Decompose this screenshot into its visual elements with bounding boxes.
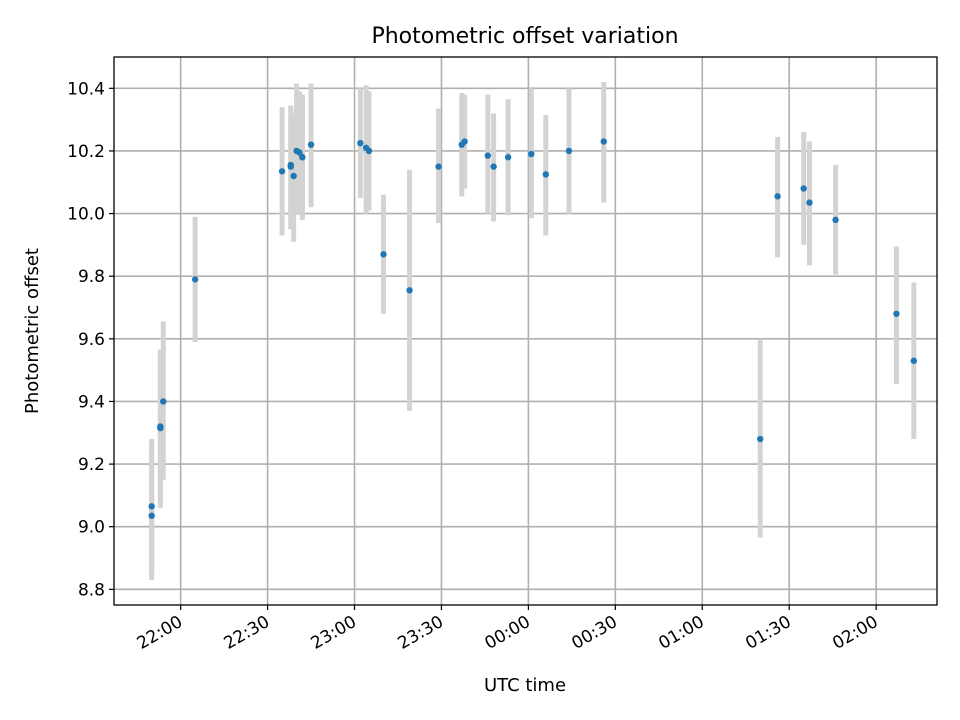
x-axis-label: UTC time [484,675,566,696]
y-tick-label: 9.0 [78,518,105,538]
y-tick-label: 9.2 [78,455,105,475]
data-points [148,138,918,519]
data-point [528,150,535,158]
data-point [157,423,164,430]
data-point [296,149,303,156]
data-point [299,154,306,161]
data-point [435,163,442,170]
data-point [757,435,764,443]
y-axis-label: Photometric offset [22,248,43,414]
data-point [832,216,839,224]
data-point [893,310,900,317]
data-point [380,251,387,258]
data-point [365,147,373,155]
y-tick-label: 10.4 [67,79,105,99]
data-point [600,138,607,145]
data-point [542,171,549,178]
data-point [278,168,286,175]
data-point [287,161,294,169]
y-tick-label: 10.0 [67,205,105,225]
data-point [148,512,155,519]
data-point [148,503,155,510]
plot-frame [113,56,938,606]
data-point [160,398,167,405]
data-point [290,172,297,180]
data-point [484,152,492,159]
data-point [910,357,918,364]
data-point [406,287,413,294]
data-point [800,185,807,192]
y-tick-label: 8.8 [78,580,105,600]
y-tick-label: 9.8 [78,267,105,287]
y-tick-label: 10.2 [67,142,105,162]
chart-title: Photometric offset variation [371,24,678,49]
data-point [504,154,512,161]
data-point [565,147,573,155]
y-tick-label: 9.6 [78,330,105,350]
data-point [490,163,497,170]
y-tick-label: 9.4 [78,392,105,412]
grid [114,57,937,605]
data-point [307,141,315,148]
data-point [806,199,813,206]
data-point [461,138,468,145]
data-point [191,276,199,283]
data-point [357,139,364,147]
data-point [774,193,781,200]
